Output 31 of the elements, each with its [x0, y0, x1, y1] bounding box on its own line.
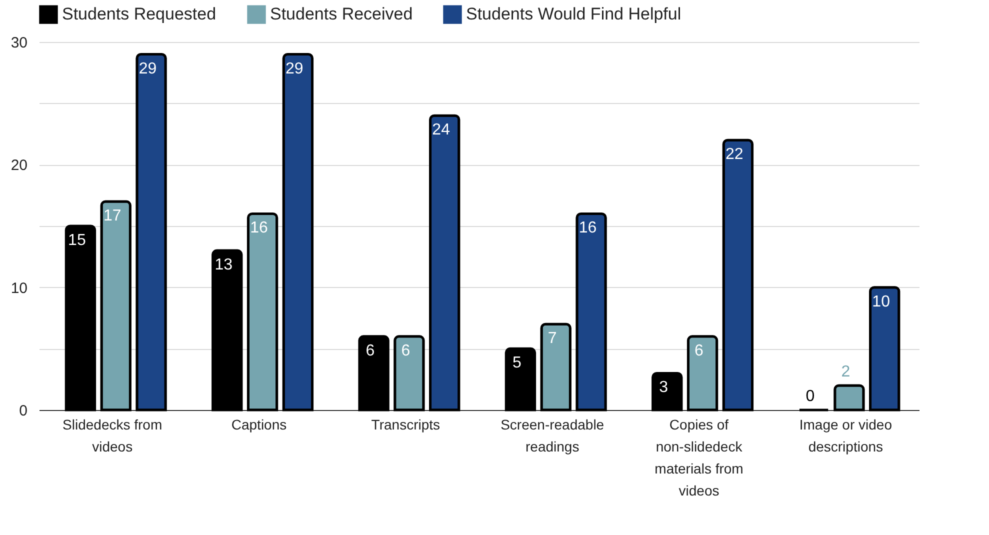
data-label: 16: [250, 220, 268, 237]
data-label: 6: [401, 342, 410, 360]
data-label: 29: [138, 60, 157, 78]
data-label: 16: [578, 220, 597, 237]
data-label: 13: [214, 256, 233, 274]
data-label: 6: [366, 342, 375, 360]
legend-label: Students Would Find Helpful: [466, 4, 682, 24]
data-label: 2: [841, 363, 850, 380]
data-label: 10: [872, 293, 890, 310]
legend-label: Students Received: [270, 4, 413, 24]
data-label: 29: [286, 60, 304, 78]
data-label: 6: [694, 342, 704, 360]
x-tick-label: Captions: [231, 416, 287, 432]
y-tick-label: 0: [19, 402, 28, 420]
x-tick-label: Screen-readable readings: [500, 416, 604, 454]
y-tick-label: 10: [10, 280, 28, 297]
data-label: 0: [806, 388, 815, 405]
data-label: 7: [548, 330, 557, 348]
data-label: 17: [103, 207, 122, 224]
y-tick-label: 20: [10, 157, 28, 174]
data-label: 24: [432, 122, 450, 139]
data-label: 5: [512, 354, 522, 372]
x-tick-label: Copies of non-slidedeck materials from videos: [654, 416, 744, 498]
data-label: 3: [659, 379, 668, 396]
y-tick-label: 30: [10, 34, 28, 52]
data-label: 15: [68, 232, 86, 249]
x-tick-label: Image or video descriptions: [799, 416, 892, 454]
x-tick-label: Transcripts: [371, 416, 440, 432]
x-tick-label: Slidedecks from videos: [62, 416, 162, 454]
data-label: 22: [726, 146, 744, 164]
legend-label: Students Requested: [62, 4, 216, 24]
